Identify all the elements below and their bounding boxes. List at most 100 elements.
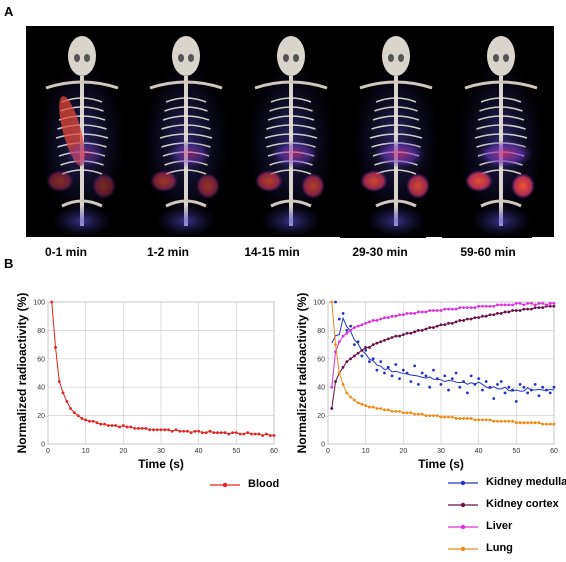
- legend-swatch: [448, 546, 478, 552]
- data-point: [522, 385, 526, 389]
- data-point: [469, 306, 473, 310]
- data-point: [526, 307, 530, 311]
- data-point: [375, 407, 379, 410]
- x-tick-label: 60: [270, 448, 278, 455]
- data-point: [492, 304, 496, 308]
- data-point: [409, 331, 413, 335]
- data-point: [458, 319, 462, 322]
- data-point: [356, 340, 360, 344]
- data-point: [144, 426, 148, 430]
- data-point: [522, 421, 526, 425]
- liver-uptake: [46, 170, 74, 192]
- series-lung: [330, 300, 556, 426]
- data-point: [337, 371, 341, 375]
- y-tick-label: 40: [317, 385, 325, 392]
- data-point: [246, 431, 250, 435]
- data-point: [462, 380, 465, 383]
- data-point: [330, 300, 334, 304]
- data-point: [238, 432, 242, 436]
- x-tick-label: 50: [512, 448, 520, 455]
- data-point: [54, 346, 57, 349]
- x-tick-label: 60: [550, 448, 558, 455]
- data-point: [242, 432, 246, 436]
- data-point: [503, 303, 507, 307]
- blood-legend: Blood: [208, 478, 328, 498]
- data-point: [545, 303, 548, 307]
- data-point: [368, 360, 371, 364]
- data-point: [477, 316, 481, 320]
- legend-swatch: [448, 480, 478, 486]
- data-point: [95, 421, 99, 425]
- data-point: [503, 419, 507, 423]
- data-point: [394, 363, 398, 366]
- data-point: [265, 432, 268, 436]
- data-point: [341, 334, 345, 338]
- data-point: [163, 428, 167, 432]
- data-point: [61, 391, 65, 395]
- data-point: [477, 304, 481, 308]
- y-tick-label: 0: [321, 442, 325, 449]
- data-point: [208, 429, 212, 433]
- data-point: [465, 391, 469, 395]
- data-point: [507, 303, 511, 307]
- data-point: [125, 425, 129, 429]
- data-point: [409, 411, 413, 415]
- data-point: [118, 425, 121, 429]
- data-point: [364, 321, 368, 325]
- data-point: [518, 421, 522, 425]
- y-tick-label: 80: [37, 328, 45, 335]
- data-point: [394, 409, 398, 413]
- data-point: [386, 408, 390, 412]
- time-point-label: 29-30 min: [352, 245, 408, 259]
- data-point: [420, 329, 424, 332]
- data-point: [50, 300, 54, 304]
- data-point: [212, 431, 216, 435]
- data-point: [103, 422, 106, 426]
- data-point: [231, 431, 234, 435]
- data-point: [401, 313, 405, 317]
- data-point: [439, 415, 443, 419]
- data-point: [465, 317, 469, 321]
- data-point: [552, 422, 556, 426]
- kidney-uptake: [301, 173, 325, 199]
- data-point: [185, 429, 189, 433]
- data-point: [114, 424, 118, 427]
- data-point: [106, 424, 110, 427]
- data-point: [533, 306, 537, 310]
- data-point: [484, 314, 488, 318]
- kidney-uptake: [511, 173, 535, 199]
- legend-label: Liver: [486, 520, 513, 532]
- skull-shape: [382, 36, 410, 76]
- panel-b-label: B: [4, 256, 14, 271]
- data-point: [88, 419, 91, 423]
- data-point: [496, 311, 499, 315]
- data-point: [383, 316, 386, 320]
- data-point: [182, 429, 186, 433]
- x-tick-label: 0: [46, 448, 50, 455]
- data-point: [227, 432, 231, 436]
- data-point: [424, 414, 428, 417]
- x-tick-label: 40: [475, 448, 483, 455]
- legend-label: Kidney cortex: [486, 498, 559, 510]
- data-point: [371, 405, 375, 409]
- data-point: [250, 432, 253, 436]
- data-point: [492, 419, 496, 423]
- data-point: [170, 429, 174, 433]
- pet-ct-image-strip: [26, 26, 554, 237]
- data-point: [234, 431, 238, 435]
- x-tick-label: 0: [326, 448, 330, 455]
- pet-frame-3: [247, 36, 335, 237]
- data-point: [511, 303, 514, 307]
- data-point: [405, 311, 409, 315]
- pet-frame-5: [457, 36, 545, 237]
- data-point: [401, 368, 405, 372]
- x-axis-label: Time (s): [418, 457, 464, 471]
- data-point: [345, 360, 349, 364]
- data-point: [522, 303, 526, 307]
- data-point: [439, 323, 443, 327]
- data-point: [552, 304, 556, 308]
- y-tick-label: 20: [317, 413, 325, 420]
- data-point: [349, 395, 352, 399]
- data-point: [178, 429, 182, 433]
- data-point: [530, 388, 533, 392]
